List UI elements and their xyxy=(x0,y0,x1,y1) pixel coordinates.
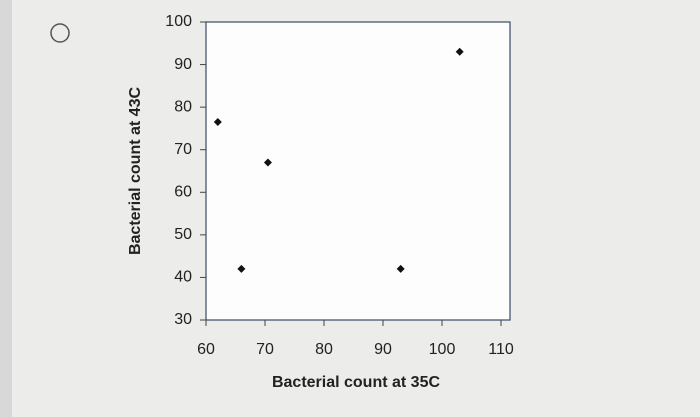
y-tick-label: 40 xyxy=(174,269,192,286)
y-tick-label: 90 xyxy=(174,56,192,73)
x-axis-label: Bacterial count at 35C xyxy=(272,374,441,391)
y-tick-label: 70 xyxy=(174,141,192,158)
x-tick-label: 60 xyxy=(197,341,215,358)
y-axis-label: Bacterial count at 43C xyxy=(127,87,144,256)
point xyxy=(396,264,405,273)
point xyxy=(263,158,272,167)
x-tick-label: 80 xyxy=(315,341,333,358)
x-tick-label: 110 xyxy=(488,341,514,358)
x-tick-label: 90 xyxy=(374,341,392,358)
left-strip xyxy=(0,0,12,417)
y-tick-label: 80 xyxy=(174,98,192,115)
y-tick-label: 30 xyxy=(174,311,192,328)
y-tick-label: 50 xyxy=(174,226,192,243)
point xyxy=(213,118,222,127)
y-tick-label: 60 xyxy=(174,184,192,201)
x-tick-label: 70 xyxy=(256,341,274,358)
radio-button[interactable] xyxy=(50,23,70,43)
point xyxy=(455,47,464,56)
point xyxy=(237,264,246,273)
plot-area xyxy=(205,21,511,321)
x-tick-label: 100 xyxy=(429,341,456,358)
y-tick-label: 100 xyxy=(165,13,192,30)
